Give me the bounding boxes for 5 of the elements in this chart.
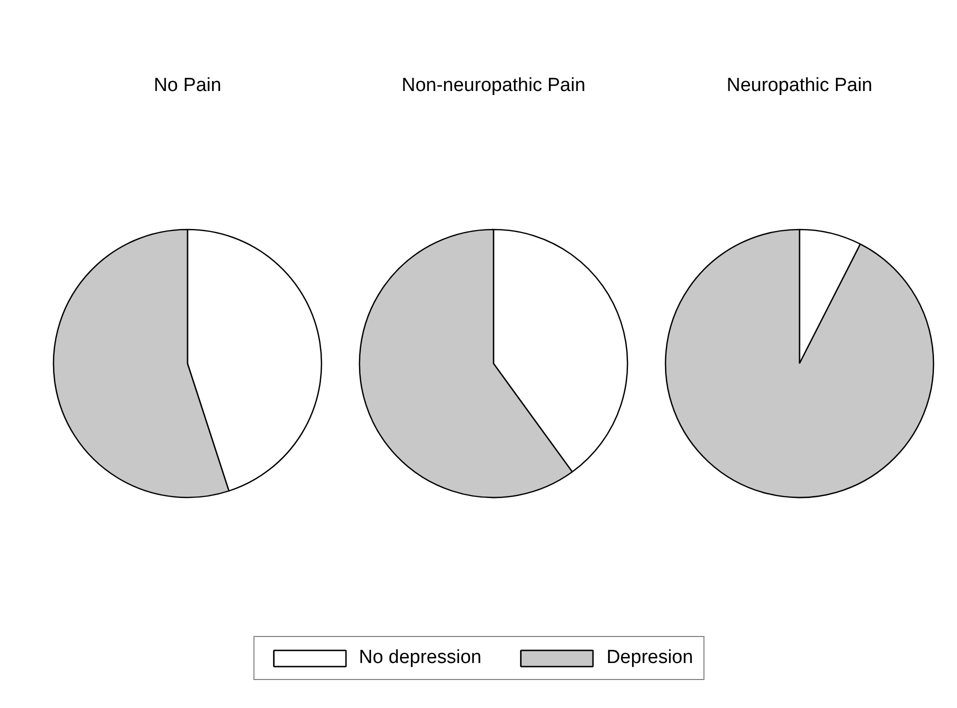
legend-label: Depresion	[606, 647, 694, 669]
chart-title: No Pain	[154, 75, 222, 96]
chart-title: Neuropathic Pain	[726, 75, 872, 96]
legend-label: No depression	[358, 647, 482, 669]
chart-title: Non-neuropathic Pain	[402, 75, 586, 96]
